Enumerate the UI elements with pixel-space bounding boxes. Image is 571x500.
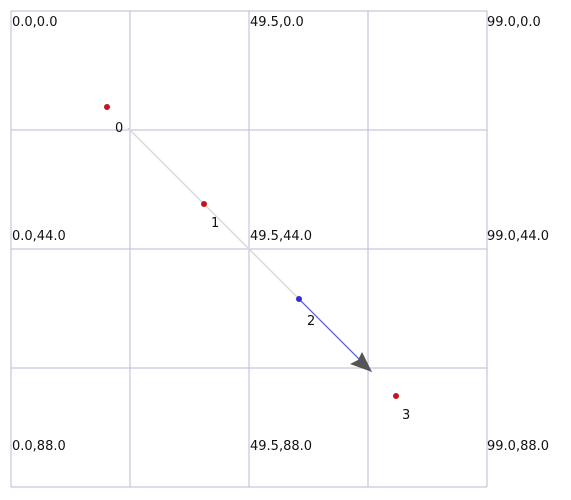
direction-arrow bbox=[298, 298, 369, 369]
grid bbox=[10, 10, 488, 488]
node bbox=[296, 296, 302, 302]
grid-label: 99.0,44.0 bbox=[487, 229, 549, 244]
grid-label: 0.0,88.0 bbox=[12, 439, 66, 454]
grid-label: 49.5,88.0 bbox=[250, 439, 312, 454]
node bbox=[393, 393, 399, 399]
grid-label: 49.5,44.0 bbox=[250, 229, 312, 244]
grid-label: 0.0,0.0 bbox=[12, 15, 57, 30]
grid-label: 0.0,44.0 bbox=[12, 229, 66, 244]
grid-label: 99.0,0.0 bbox=[487, 15, 541, 30]
node-label: 0 bbox=[115, 121, 123, 136]
node bbox=[104, 104, 110, 110]
node-label: 1 bbox=[211, 216, 219, 231]
arrow-head bbox=[350, 352, 372, 372]
node-label: 3 bbox=[402, 408, 410, 423]
grid-label: 49.5,0.0 bbox=[250, 15, 304, 30]
grid-label: 99.0,88.0 bbox=[487, 439, 549, 454]
grid-labels: 0.0,0.0 49.5,0.0 99.0,0.0 0.0,44.0 49.5,… bbox=[12, 15, 549, 454]
node bbox=[201, 201, 207, 207]
node-label: 2 bbox=[307, 314, 315, 329]
